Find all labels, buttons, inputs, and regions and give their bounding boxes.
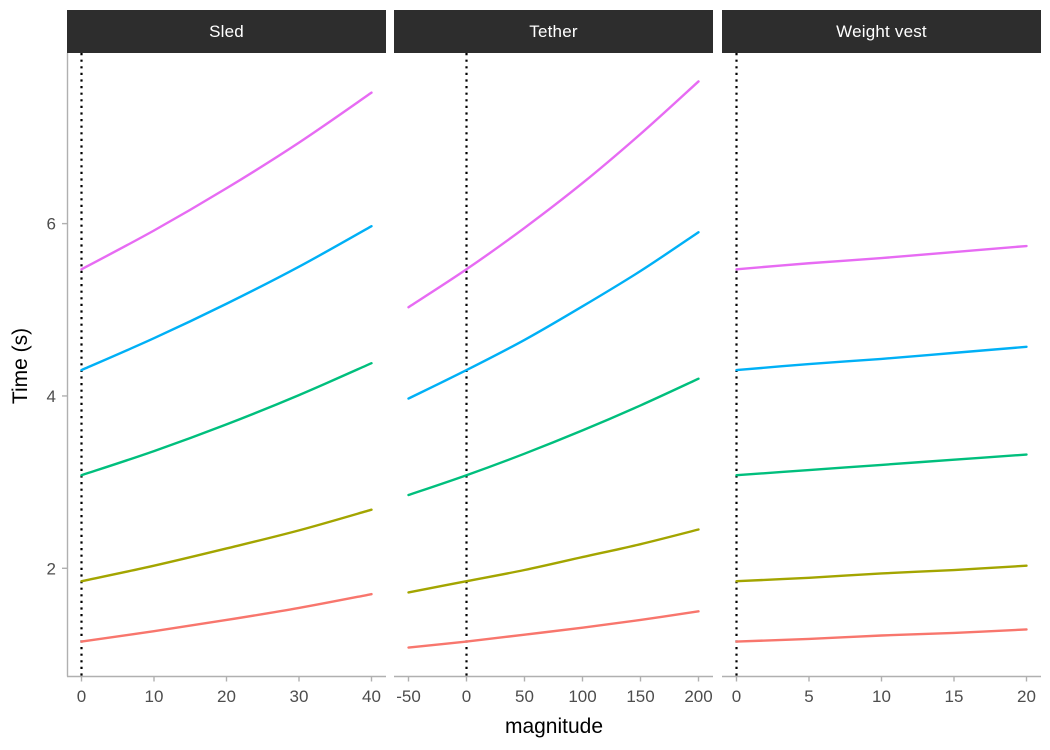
x-tick-label: 50 <box>515 687 534 706</box>
x-tick-label: 20 <box>217 687 236 706</box>
series-line-olive <box>80 508 373 583</box>
x-tick-label: 0 <box>77 687 86 706</box>
series-line-blue <box>80 224 373 372</box>
x-tick-label: 0 <box>732 687 741 706</box>
x-tick-label: 30 <box>290 687 309 706</box>
y-axis: 2 4 6 <box>47 53 69 677</box>
facet-panel-tether: -50 0 50 100 150 200 <box>394 53 713 706</box>
x-tick-label: 100 <box>568 687 596 706</box>
x-tick-label: 200 <box>684 687 712 706</box>
facet-strip-weight-vest: Weight vest <box>722 10 1041 53</box>
series-line-green <box>80 362 373 477</box>
y-tick-label: 2 <box>47 559 56 578</box>
series-line-magenta <box>407 80 700 309</box>
x-axis-title: magnitude <box>504 715 604 738</box>
series-line-blue <box>735 345 1028 372</box>
facet-strip-label: Sled <box>209 21 244 41</box>
x-tick-label: 150 <box>626 687 654 706</box>
series-line-blue <box>407 231 700 400</box>
x-tick-label: 20 <box>1017 687 1036 706</box>
series-line-salmon <box>407 610 700 649</box>
facet-strip-tether: Tether <box>394 10 713 53</box>
x-tick-label: 5 <box>804 687 813 706</box>
x-tick-label: 0 <box>462 687 471 706</box>
facet-strip-label: Tether <box>529 21 578 41</box>
series-line-salmon <box>735 628 1028 643</box>
series-line-magenta <box>80 91 373 271</box>
facet-strip-label: Weight vest <box>836 21 927 41</box>
x-tick-label: 40 <box>362 687 381 706</box>
x-tick-label: 15 <box>945 687 964 706</box>
facet-strip-sled: Sled <box>67 10 386 53</box>
series-line-magenta <box>735 244 1028 271</box>
series-line-olive <box>735 564 1028 583</box>
series-line-green <box>735 453 1028 477</box>
x-tick-label: 10 <box>872 687 891 706</box>
facet-panel-weight-vest: 0 5 10 15 20 <box>722 53 1041 706</box>
x-tick-label: 10 <box>145 687 164 706</box>
series-line-salmon <box>80 592 373 643</box>
series-line-green <box>407 377 700 497</box>
x-tick-label: -50 <box>396 687 421 706</box>
series-line-olive <box>407 528 700 594</box>
y-tick-label: 4 <box>47 387 56 406</box>
facet-panel-sled: 0 10 20 30 40 <box>67 53 386 706</box>
y-tick-label: 6 <box>47 215 56 234</box>
